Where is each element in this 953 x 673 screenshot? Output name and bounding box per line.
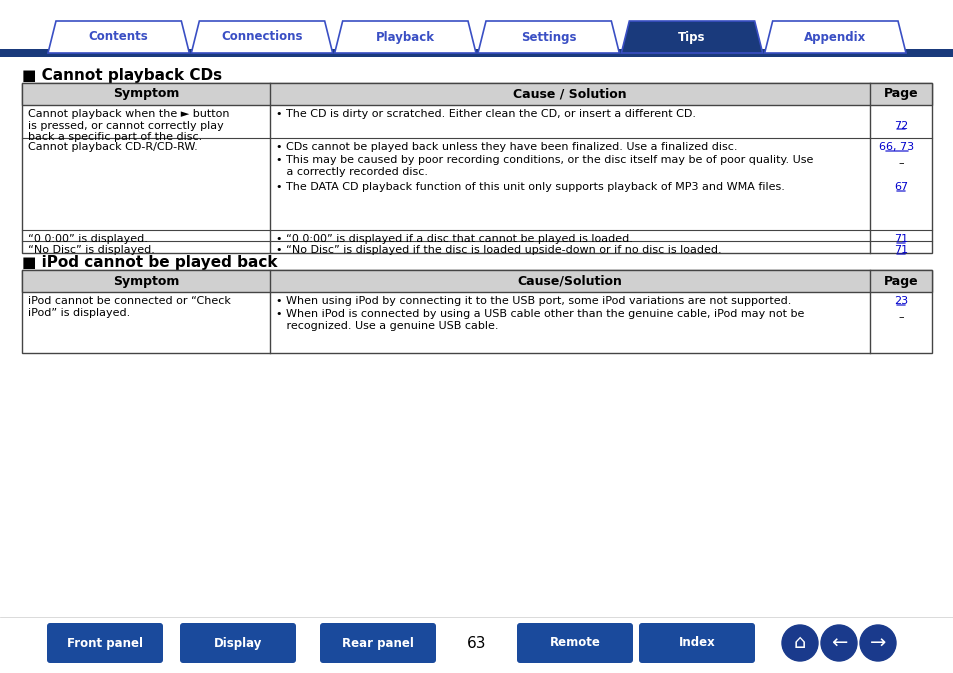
FancyBboxPatch shape	[47, 623, 163, 663]
Text: Cannot playback CD-R/CD-RW.: Cannot playback CD-R/CD-RW.	[28, 142, 197, 152]
Polygon shape	[192, 21, 333, 53]
FancyBboxPatch shape	[22, 83, 931, 105]
Circle shape	[781, 625, 817, 661]
Text: Contents: Contents	[89, 30, 149, 44]
Text: 67: 67	[893, 182, 907, 192]
Text: Symptom: Symptom	[112, 275, 179, 287]
Text: “0 0:00” is displayed.: “0 0:00” is displayed.	[28, 234, 148, 244]
Text: Symptom: Symptom	[112, 87, 179, 100]
Text: iPod cannot be connected or “Check
iPod” is displayed.: iPod cannot be connected or “Check iPod”…	[28, 296, 231, 318]
Text: Index: Index	[678, 637, 715, 649]
Text: • When iPod is connected by using a USB cable other than the genuine cable, iPod: • When iPod is connected by using a USB …	[275, 309, 803, 330]
Text: ■ iPod cannot be played back: ■ iPod cannot be played back	[22, 255, 277, 270]
Circle shape	[859, 625, 895, 661]
FancyBboxPatch shape	[517, 623, 633, 663]
FancyBboxPatch shape	[180, 623, 295, 663]
FancyBboxPatch shape	[22, 270, 931, 292]
FancyBboxPatch shape	[319, 623, 436, 663]
Text: • CDs cannot be played back unless they have been finalized. Use a finalized dis: • CDs cannot be played back unless they …	[275, 142, 737, 152]
Text: Settings: Settings	[520, 30, 576, 44]
Polygon shape	[477, 21, 618, 53]
Text: Rear panel: Rear panel	[342, 637, 414, 649]
FancyBboxPatch shape	[0, 49, 953, 57]
Text: 72: 72	[893, 121, 907, 131]
Text: –: –	[897, 312, 902, 322]
Text: • When using iPod by connecting it to the USB port, some iPod variations are not: • When using iPod by connecting it to th…	[275, 296, 791, 306]
Text: Playback: Playback	[375, 30, 435, 44]
Polygon shape	[764, 21, 905, 53]
Text: Page: Page	[882, 87, 918, 100]
Text: • “0 0:00” is displayed if a disc that cannot be played is loaded.: • “0 0:00” is displayed if a disc that c…	[275, 234, 632, 244]
FancyBboxPatch shape	[639, 623, 754, 663]
Text: ←: ←	[830, 633, 846, 653]
Circle shape	[821, 625, 856, 661]
Polygon shape	[620, 21, 761, 53]
Text: • The CD is dirty or scratched. Either clean the CD, or insert a different CD.: • The CD is dirty or scratched. Either c…	[275, 109, 696, 119]
Text: Appendix: Appendix	[803, 30, 865, 44]
Text: –: –	[897, 158, 902, 168]
Text: Cause/Solution: Cause/Solution	[517, 275, 621, 287]
Text: Front panel: Front panel	[67, 637, 143, 649]
Text: Connections: Connections	[221, 30, 302, 44]
Text: • This may be caused by poor recording conditions, or the disc itself may be of : • This may be caused by poor recording c…	[275, 155, 813, 176]
Text: “No Disc” is displayed.: “No Disc” is displayed.	[28, 245, 154, 255]
Text: Cause / Solution: Cause / Solution	[513, 87, 626, 100]
Text: • The DATA CD playback function of this unit only supports playback of MP3 and W: • The DATA CD playback function of this …	[275, 182, 784, 192]
Text: • “No Disc” is displayed if the disc is loaded upside-down or if no disc is load: • “No Disc” is displayed if the disc is …	[275, 245, 720, 255]
FancyBboxPatch shape	[22, 83, 931, 253]
Text: ■ Cannot playback CDs: ■ Cannot playback CDs	[22, 68, 222, 83]
Text: 63: 63	[467, 635, 486, 651]
Text: ⌂: ⌂	[793, 633, 805, 653]
Text: Page: Page	[882, 275, 918, 287]
Text: 66, 73: 66, 73	[879, 142, 914, 152]
Text: Tips: Tips	[678, 30, 705, 44]
Text: Remote: Remote	[549, 637, 599, 649]
Text: →: →	[869, 633, 885, 653]
Text: Cannot playback when the ► button
is pressed, or cannot correctly play
back a sp: Cannot playback when the ► button is pre…	[28, 109, 230, 142]
Text: 71: 71	[893, 234, 907, 244]
Text: Display: Display	[213, 637, 262, 649]
Text: 23: 23	[893, 296, 907, 306]
Text: 71: 71	[893, 245, 907, 255]
FancyBboxPatch shape	[22, 270, 931, 353]
Polygon shape	[335, 21, 476, 53]
Polygon shape	[48, 21, 189, 53]
